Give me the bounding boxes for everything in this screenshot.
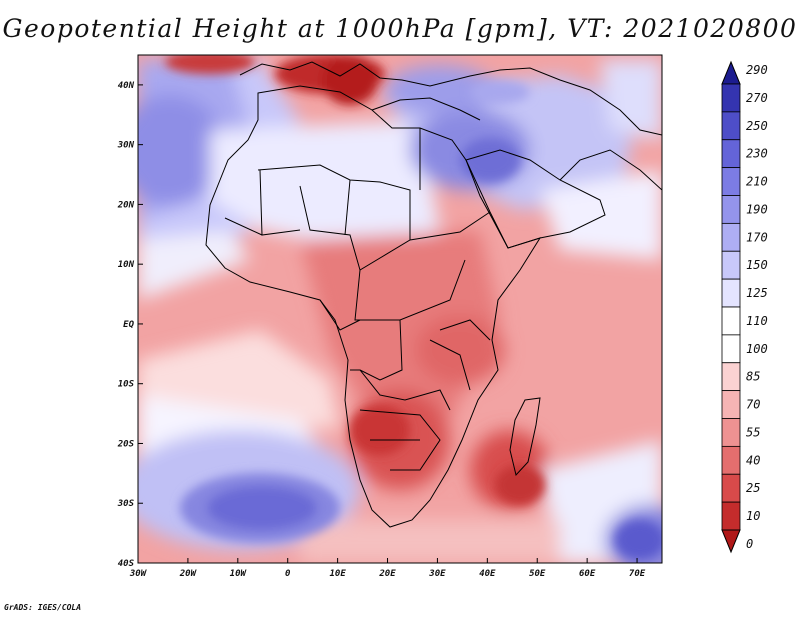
colorbar-top-arrow (721, 60, 741, 85)
colorbar-box (721, 473, 741, 503)
lon-tick-label: 10E (329, 569, 346, 579)
longitude-axis: 30W 20W 10W 0 10E 20E 30E 40E 50E 60E 70E (129, 558, 646, 579)
lat-tick-label: 40S (118, 559, 135, 569)
colorbar-label: 190 (746, 202, 768, 216)
lat-tick-label: 30N (117, 141, 135, 151)
lat-tick-label: 40N (118, 81, 135, 91)
colorbar-bottom-arrow (721, 529, 741, 554)
lat-tick-label: 20S (117, 439, 135, 449)
lat-tick-label: 30S (117, 499, 135, 509)
geopotential-field (138, 55, 662, 563)
colorbar-label: 100 (746, 342, 768, 356)
colorbar: 2902702502302101901701501251101008570554… (721, 60, 768, 554)
lat-tick-label: 10S (118, 380, 135, 390)
colorbar-label: 40 (746, 453, 760, 467)
colorbar-label: 270 (746, 91, 768, 105)
colorbar-label: 110 (746, 314, 768, 328)
colorbar-label: 150 (746, 258, 768, 272)
colorbar-box (721, 306, 741, 336)
colorbar-label: 250 (746, 119, 768, 133)
coastline-borders (205, 61, 662, 528)
colorbar-box (721, 278, 741, 308)
colorbar-label: 0 (746, 537, 753, 551)
colorbar-box (721, 195, 741, 224)
map-frame (137, 54, 663, 564)
colorbar-label: 10 (746, 509, 760, 523)
colorbar-box (721, 111, 741, 141)
lon-tick-label: 30W (129, 569, 148, 579)
colorbar-label: 55 (746, 425, 760, 439)
lon-tick-label: 10W (230, 569, 248, 579)
lat-tick-label: 20N (117, 200, 135, 210)
lon-tick-label: 30E (428, 569, 446, 579)
lon-tick-label: 60E (579, 569, 596, 579)
lat-tick-label: 10N (118, 260, 135, 270)
lon-tick-label: 20E (378, 569, 396, 579)
colorbar-label: 85 (746, 370, 760, 384)
colorbar-label: 170 (746, 230, 768, 244)
colorbar-box (721, 250, 741, 280)
lon-tick-label: 40E (479, 569, 496, 579)
colorbar-box (721, 167, 741, 196)
colorbar-box (721, 362, 741, 392)
colorbar-box (721, 83, 741, 113)
colorbar-box (721, 418, 741, 447)
colorbar-label: 70 (746, 398, 760, 412)
colorbar-label: 25 (746, 481, 760, 495)
lat-tick-label: EQ (123, 320, 134, 330)
map-title: Geopotential Height at 1000hPa [gpm], VT… (2, 14, 798, 43)
colorbar-box (721, 222, 741, 252)
colorbar-box (721, 445, 741, 475)
colorbar-box (721, 501, 741, 531)
latitude-axis: 40N 30N 20N 10N EQ 10S 20S 30S 40S (117, 81, 143, 569)
grads-credit: GrADS: IGES/COLA (4, 603, 82, 612)
colorbar-label: 290 (746, 63, 768, 77)
lon-tick-label: 20W (179, 569, 198, 579)
colorbar-label: 125 (746, 286, 768, 300)
lon-tick-label: 50E (529, 569, 546, 579)
colorbar-box (721, 139, 741, 169)
colorbar-label: 210 (746, 175, 768, 189)
colorbar-label: 230 (746, 147, 768, 161)
lon-tick-label: 70E (629, 569, 646, 579)
lon-tick-label: 0 (285, 569, 291, 579)
colorbar-box (721, 390, 741, 419)
colorbar-box (721, 334, 741, 364)
